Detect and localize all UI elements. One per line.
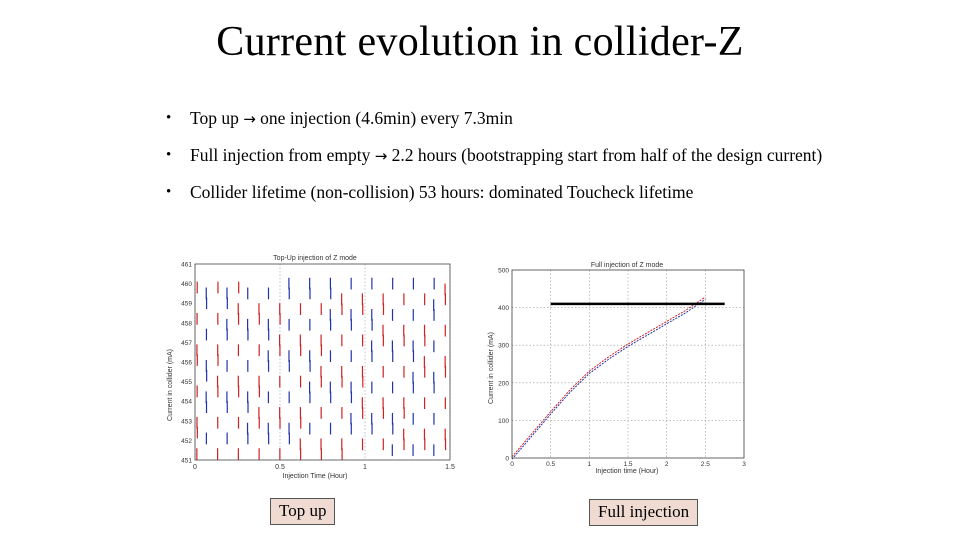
full-injection-chart: Full injection of Z mode Current in coll…	[488, 262, 746, 475]
x-axis-label: Injection time (Hour)	[595, 468, 658, 475]
x-tick-label: 0	[510, 461, 514, 468]
x-tick-label: 2	[665, 461, 669, 468]
plot-frame	[194, 263, 451, 461]
y-axis-label: Current in collider (mA)	[167, 349, 174, 421]
x-tick-label: 1	[363, 464, 367, 471]
y-axis-label: Current in collider (mA)	[488, 332, 495, 404]
bullet-item: • Full injection from empty → 2.2 hours …	[166, 137, 830, 174]
bullet-item: • Collider lifetime (non-collision) 53 h…	[166, 174, 866, 210]
arrow-icon: →	[374, 147, 388, 165]
x-tick-label: 0	[193, 464, 197, 471]
bullet-text: one injection (4.6min) every 7.3min	[255, 108, 513, 128]
y-tick-label: 455	[181, 379, 192, 386]
bullet-list: • Top up → one injection (4.6min) every …	[166, 100, 866, 210]
caption-topup: Top up	[270, 498, 336, 525]
topup-chart: Top-Up injection of Z mode Current in co…	[167, 255, 455, 480]
series-line	[511, 298, 706, 460]
y-tick-label: 456	[181, 360, 192, 367]
series-line	[511, 296, 706, 458]
y-tick-label: 500	[498, 268, 509, 275]
x-axis-label: Injection Time (Hour)	[283, 473, 348, 480]
y-tick-label: 452	[181, 438, 192, 445]
y-tick-label: 0	[505, 456, 509, 463]
plot-frame	[511, 269, 745, 459]
bullet-text: Collider lifetime (non-collision) 53 hou…	[190, 182, 694, 202]
arrow-icon: →	[243, 110, 256, 128]
y-tick-label: 457	[181, 340, 192, 347]
bullet-dot-icon: •	[166, 147, 172, 163]
y-tick-label: 100	[498, 418, 509, 425]
bullet-dot-icon: •	[166, 110, 172, 126]
slide-title: Current evolution in collider-Z	[216, 19, 744, 65]
bullet-text: 2.2 hours (bootstrapping start from half…	[387, 145, 823, 165]
x-tick-label: 3	[742, 461, 746, 468]
y-tick-label: 461	[181, 262, 192, 269]
y-tick-label: 460	[181, 281, 192, 288]
caption-full-injection: Full injection	[589, 499, 699, 526]
y-tick-label: 454	[181, 399, 192, 406]
y-tick-label: 458	[181, 320, 192, 327]
bullet-dot-icon: •	[166, 184, 172, 200]
y-tick-label: 451	[181, 458, 192, 465]
x-tick-label: 1.5	[445, 464, 455, 471]
x-tick-label: 0.5	[275, 464, 285, 471]
y-tick-label: 300	[498, 343, 509, 350]
bullet-text: Top up	[190, 108, 244, 128]
y-tick-label: 200	[498, 380, 509, 387]
y-tick-label: 453	[181, 418, 192, 425]
y-tick-label: 459	[181, 301, 192, 308]
x-tick-label: 1	[588, 461, 592, 468]
chart-title: Full injection of Z mode	[591, 262, 663, 269]
chart-title: Top-Up injection of Z mode	[273, 255, 357, 262]
bullet-text: Full injection from empty	[190, 145, 375, 165]
x-tick-label: 1.5	[623, 461, 632, 468]
x-tick-label: 2.5	[701, 461, 710, 468]
bullet-item: • Top up → one injection (4.6min) every …	[166, 100, 866, 137]
x-tick-label: 0.5	[546, 461, 555, 468]
y-tick-label: 400	[498, 305, 509, 312]
